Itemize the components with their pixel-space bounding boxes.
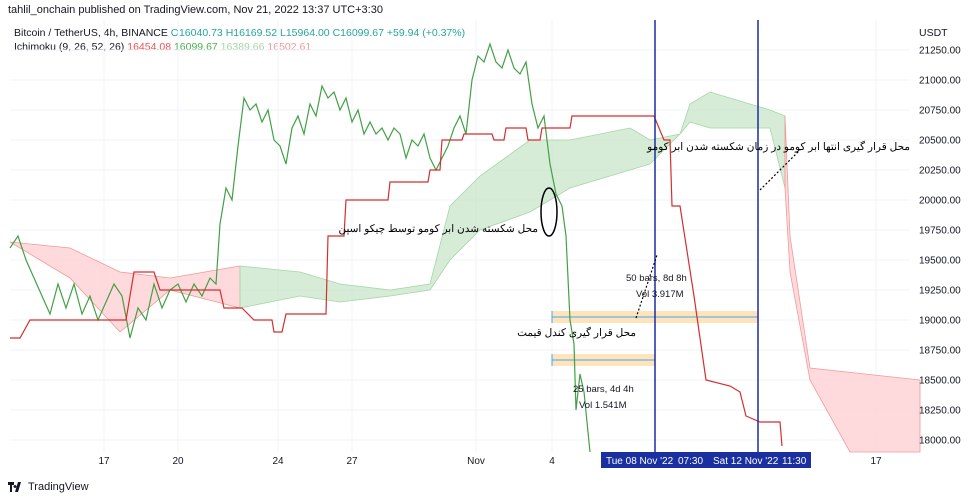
annotations: محل شکسته شدن ابر کومو توسط چیکو اسپن محل…: [338, 140, 910, 411]
x-highlight-box: [709, 452, 811, 468]
currency-label: USDT: [919, 27, 948, 39]
open-value: O16040.73: [170, 27, 223, 39]
annotation-text: Vol 1.541M: [579, 400, 627, 411]
y-tick-label: 18000.00: [919, 436, 961, 447]
tradingview-logo-icon: [8, 482, 24, 492]
x-tick-label: 24: [272, 456, 284, 467]
symbol-title: Bitcoin / TetherUS, 4h, BINANCE: [14, 27, 168, 39]
dotted-arrow: [635, 254, 658, 319]
y-tick-label: 21000.00: [919, 76, 961, 87]
x-tick-label: 17: [870, 456, 882, 467]
series-line: [9, 42, 591, 453]
x-tick-label: 4: [549, 456, 555, 467]
y-tick-label: 18750.00: [919, 346, 961, 357]
y-tick-label: 18250.00: [919, 406, 961, 417]
x-highlight-label: 07:30: [678, 456, 703, 467]
x-highlight-box: [601, 452, 709, 468]
low-value: L15964.00: [280, 27, 330, 39]
annotation-text: محل قرار گیری انتها ابر کومو در زمان شکس…: [646, 140, 910, 153]
y-tick-label: 20500.00: [919, 136, 961, 147]
x-tick-label: 20: [172, 456, 184, 467]
publish-info: tahlil_onchain published on TradingView.…: [8, 4, 383, 16]
series-line: [10, 115, 783, 447]
x-tick-label: 17: [98, 456, 110, 467]
y-tick-label: 19000.00: [919, 316, 961, 327]
annotation-text: محل قرار گیری کندل قیمت: [517, 326, 636, 339]
break-ellipse: [540, 187, 558, 237]
y-tick-label: 21250.00: [919, 46, 961, 57]
dotted-arrow: [759, 149, 801, 191]
series-lines: [9, 42, 783, 453]
y-tick-label: 19750.00: [919, 226, 961, 237]
annotation-text: 50 bars, 8d 8h: [626, 273, 687, 284]
symbol-legend[interactable]: Bitcoin / TetherUS, 4h, BINANCE O16040.7…: [14, 27, 465, 39]
y-tick-label: 18500.00: [919, 376, 961, 387]
y-tick-label: 19250.00: [919, 286, 961, 297]
x-axis: 17 20 24 27 Nov 4 17 Tue 08 Nov '22 07:30 Sat 12 …: [98, 452, 882, 468]
annotation-text: محل شکسته شدن ابر کومو توسط چیکو اسپن: [338, 223, 538, 235]
vertical-markers: [654, 20, 759, 452]
x-highlight-label: 11:30: [782, 456, 807, 467]
x-tick-label: 27: [346, 456, 358, 467]
high-value: H16169.52: [225, 27, 278, 39]
y-tick-label: 20750.00: [919, 106, 961, 117]
ichimoku-cloud: [9, 91, 921, 453]
annotation-text: 25 bars, 4d 4h: [573, 384, 634, 395]
y-tick-label: 19500.00: [919, 256, 961, 267]
x-highlight-label: Sat 12 Nov '22: [713, 456, 779, 467]
kumo-bear-area: [784, 115, 921, 453]
y-tick-label: 20000.00: [919, 196, 961, 207]
y-axis: 21250.00 21000.00 20750.00 20500.00 20250.00…: [919, 46, 961, 447]
x-tick-label: Nov: [467, 456, 485, 467]
y-tick-label: 20250.00: [919, 166, 961, 177]
x-highlight-label: Tue 08 Nov '22: [606, 456, 674, 467]
annotation-text: Vol 3.917M: [636, 289, 684, 300]
change-value: +59.94 (+0.37%): [386, 27, 466, 39]
footer[interactable]: TradingView: [8, 481, 89, 493]
brand-name: TradingView: [28, 481, 89, 493]
close-value: C16099.67: [332, 27, 384, 39]
